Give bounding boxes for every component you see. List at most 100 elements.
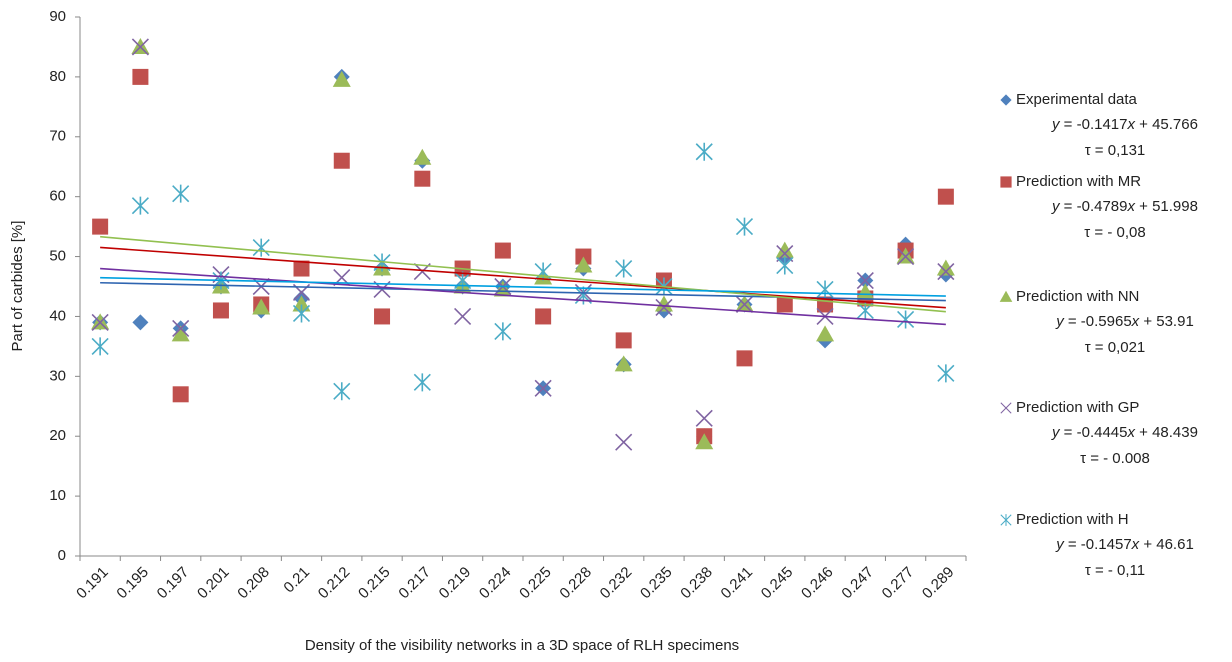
x-axis-title: Density of the visibility networks in a … (305, 637, 739, 654)
trend-tau: τ = 0,021 (1085, 339, 1146, 356)
point (897, 310, 915, 329)
point (776, 244, 794, 263)
point (414, 170, 431, 187)
point (413, 148, 432, 165)
x-tick-label: 0.228 (556, 564, 595, 603)
trend-tau: τ = - 0.008 (1080, 450, 1150, 467)
legend-label: Prediction with MR (1016, 173, 1141, 190)
x-tick-label: 0.232 (597, 564, 636, 603)
point (91, 313, 109, 331)
legend-marker (999, 290, 1013, 302)
point (695, 409, 713, 427)
x-tick-label: 0.195 (113, 564, 152, 603)
point (937, 364, 955, 383)
legend-label: Prediction with H (1016, 511, 1129, 528)
point (615, 332, 632, 349)
x-tick-label: 0.224 (476, 564, 515, 603)
point (615, 259, 633, 278)
x-tick-label: 0.21 (280, 564, 313, 597)
point (132, 314, 149, 331)
point (374, 308, 391, 325)
point (171, 325, 190, 342)
x-tick-label: 0.225 (516, 564, 555, 603)
point (493, 280, 512, 297)
point (736, 350, 753, 367)
point (91, 337, 109, 356)
x-tick-label: 0.191 (73, 564, 112, 603)
y-tick-label: 30 (49, 367, 66, 384)
legend-label: Prediction with GP (1016, 399, 1139, 416)
point (735, 217, 754, 236)
point (92, 218, 109, 235)
point (574, 256, 593, 273)
point (212, 302, 229, 319)
y-tick-label: 50 (49, 248, 66, 265)
trend-equation: y = -0.1457x + 46.61 (1055, 536, 1194, 553)
x-tick-label: 0.197 (154, 564, 193, 603)
trend-tau: τ = - 0,11 (1085, 562, 1145, 579)
x-tick-label: 0.238 (677, 564, 716, 603)
point (494, 322, 512, 341)
x-tick-label: 0.247 (838, 564, 877, 603)
point (936, 259, 955, 276)
point (695, 142, 713, 161)
x-tick-label: 0.235 (637, 564, 676, 603)
point (856, 283, 875, 300)
x-tick-label: 0.208 (234, 564, 273, 603)
y-tick-label: 40 (49, 307, 66, 324)
y-tick-label: 0 (58, 547, 66, 564)
legend-marker (1000, 94, 1012, 106)
point (333, 152, 350, 169)
trend-tau: τ = - 0,08 (1084, 224, 1145, 241)
x-tick-label: 0.241 (718, 564, 757, 603)
y-tick-label: 80 (49, 68, 66, 85)
point (252, 298, 271, 315)
x-tick-label: 0.201 (194, 564, 233, 603)
y-tick-label: 90 (49, 8, 66, 25)
legend-marker (1000, 176, 1012, 188)
legend-marker (1000, 514, 1012, 526)
point (695, 433, 714, 450)
trend-equation: y = -0.4445x + 48.439 (1051, 424, 1198, 441)
point (131, 38, 149, 56)
point (856, 271, 874, 290)
point (172, 184, 190, 203)
trend-equation: y = -0.5965x + 53.91 (1055, 313, 1194, 330)
point (776, 296, 793, 313)
legend-label: Prediction with NN (1016, 288, 1139, 305)
x-tick-label: 0.246 (798, 564, 837, 603)
point (534, 379, 552, 397)
point (574, 286, 592, 305)
x-tick-label: 0.277 (879, 564, 918, 603)
point (816, 280, 834, 299)
trend-tau: τ = 0,131 (1085, 142, 1146, 159)
point (293, 260, 310, 277)
point (131, 196, 149, 215)
point (413, 373, 431, 392)
point (494, 242, 511, 259)
y-tick-label: 20 (49, 427, 66, 444)
y-tick-label: 60 (49, 188, 66, 205)
point (252, 238, 270, 257)
trendline (100, 276, 946, 297)
x-tick-label: 0.289 (919, 564, 958, 603)
point (292, 304, 311, 323)
x-tick-label: 0.217 (395, 564, 434, 603)
point (897, 247, 915, 266)
y-tick-label: 70 (49, 128, 66, 145)
point (615, 433, 633, 451)
trendline (100, 235, 946, 313)
point (332, 70, 351, 87)
point (132, 68, 149, 85)
point (614, 355, 633, 372)
point (776, 256, 794, 275)
x-tick-label: 0.245 (758, 564, 797, 603)
point (535, 308, 552, 325)
trendline (100, 267, 946, 326)
point (454, 307, 472, 326)
point (937, 188, 954, 205)
point (172, 319, 190, 337)
legend-label: Experimental data (1016, 91, 1138, 108)
y-tick-label: 10 (49, 487, 66, 504)
